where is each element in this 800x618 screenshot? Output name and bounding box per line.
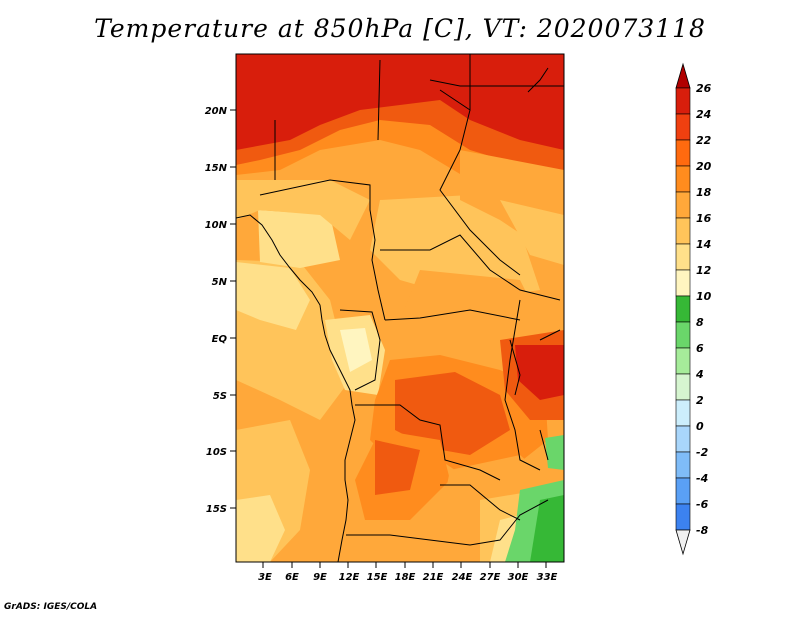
colorbar-label: 14 xyxy=(696,238,711,251)
colorbar-label: 18 xyxy=(696,186,712,199)
map-frame xyxy=(235,53,565,563)
colorbar-label: -2 xyxy=(696,446,709,459)
border-libya-egypt xyxy=(429,79,564,87)
colorbar-label: 6 xyxy=(696,342,704,355)
colorbar-label: 4 xyxy=(695,368,704,381)
colorbar-segment xyxy=(675,139,691,167)
lat-label: 5S xyxy=(213,391,227,402)
colorbar-label: -4 xyxy=(696,472,708,485)
lat-label: 10N xyxy=(205,220,228,231)
colorbar-label: 16 xyxy=(696,212,712,225)
field-angola-veryhot xyxy=(375,440,420,495)
field-sahel-mid xyxy=(236,180,370,240)
colorbar-label: 10 xyxy=(696,290,712,303)
map-panel xyxy=(235,53,565,563)
colorbar-label: 8 xyxy=(696,316,704,329)
colorbar-arrow-bottom xyxy=(675,529,691,556)
lat-label: 10S xyxy=(206,447,227,458)
map-borders xyxy=(236,54,564,562)
colorbar-label: 2 xyxy=(696,394,704,407)
field-gabon-pale xyxy=(340,328,372,372)
colorbar-segment xyxy=(675,217,691,245)
lon-label: 9E xyxy=(313,572,327,583)
field-ethiopia-cool xyxy=(500,200,564,265)
field-drc-north xyxy=(400,270,545,360)
colorbar-segment xyxy=(675,425,691,453)
lon-label: 33E xyxy=(537,572,558,583)
lon-label: 6E xyxy=(285,572,299,583)
colorbar-segment xyxy=(675,373,691,401)
field-sw-cool xyxy=(236,495,285,562)
field-drc-veryhot xyxy=(395,372,510,455)
lon-label: 30E xyxy=(508,572,529,583)
border-congo xyxy=(339,309,521,391)
colorbar-segment xyxy=(675,399,691,427)
lon-label: 27E xyxy=(480,572,501,583)
colorbar-segment xyxy=(675,347,691,375)
lat-axis: 20N 15N 10N 5N EQ 5S 10S 15S xyxy=(205,106,236,515)
field-nigeria-cool xyxy=(258,210,340,268)
lat-label: 15N xyxy=(205,163,228,174)
colorbar-label: 0 xyxy=(696,420,704,433)
field-e-green xyxy=(545,435,564,470)
grads-credit: GrADS: IGES/COLA xyxy=(4,602,98,612)
temperature-field xyxy=(236,54,564,562)
field-cameroon-cool xyxy=(236,262,310,330)
colorbar-segment xyxy=(675,87,691,115)
colorbar-segment xyxy=(675,295,691,323)
lat-label: EQ xyxy=(212,334,228,345)
colorbar-segment xyxy=(675,321,691,349)
colorbar-segment xyxy=(675,113,691,141)
border-namibia xyxy=(346,499,549,546)
border-east xyxy=(504,299,541,471)
colorbar-segment xyxy=(675,165,691,193)
colorbar-segment xyxy=(675,191,691,219)
field-sahara xyxy=(236,54,564,150)
colorbar-label: 26 xyxy=(696,82,712,95)
colorbar-label: 22 xyxy=(696,134,712,147)
colorbar-label: 24 xyxy=(696,108,711,121)
lon-label: 18E xyxy=(395,572,416,583)
lon-axis: 3E 6E 9E 12E 15E 18E 21E 24E 27E 30E 33E xyxy=(258,562,558,583)
border-nigeria-cameroon xyxy=(259,179,386,321)
lon-label: 24E xyxy=(452,572,473,583)
colorbar-segment xyxy=(675,269,691,297)
colorbar-segment xyxy=(675,243,691,271)
border-sudan xyxy=(439,109,521,276)
colorbar-label: 12 xyxy=(696,264,712,277)
field-se-darkgreen xyxy=(530,495,564,562)
colorbar-segment xyxy=(675,477,691,505)
lon-label: 12E xyxy=(339,572,360,583)
colorbar-label: -6 xyxy=(696,498,709,511)
border-car xyxy=(380,234,561,301)
field-car-mid xyxy=(370,195,540,300)
lon-label: 3E xyxy=(258,572,272,583)
lat-label: 5N xyxy=(212,277,228,288)
coastline xyxy=(236,214,356,562)
colorbar-label: -8 xyxy=(696,524,709,537)
lakes-and-coast xyxy=(509,67,561,461)
lat-label: 20N xyxy=(205,106,228,117)
field-east-veryhot xyxy=(515,345,564,400)
colorbar-arrow-top xyxy=(675,62,691,89)
colorbar-segment xyxy=(675,503,691,531)
map-title: Temperature at 850hPa [C], VT: 202007311… xyxy=(94,14,706,43)
lat-label: 15S xyxy=(206,504,227,515)
lon-label: 21E xyxy=(423,572,444,583)
lon-label: 15E xyxy=(367,572,388,583)
colorbar-segment xyxy=(675,451,691,479)
colorbar-label: 20 xyxy=(696,160,712,173)
border-angola xyxy=(355,404,521,521)
